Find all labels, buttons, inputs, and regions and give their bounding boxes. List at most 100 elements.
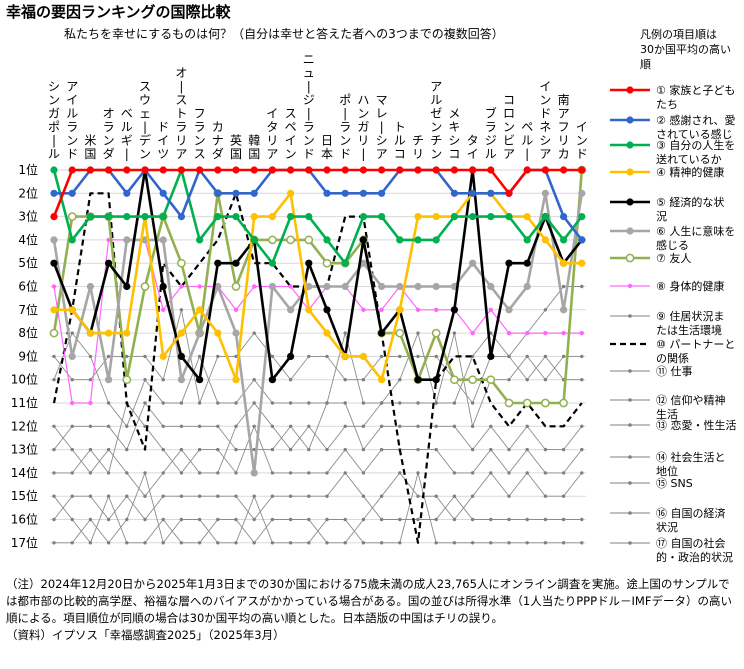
x-tick-label: ラ: [175, 120, 187, 134]
data-point: [561, 354, 566, 359]
y-tick-label: 8位: [18, 325, 38, 340]
data-point: [469, 166, 477, 174]
legend-label: ① 家族と子どもたち: [656, 83, 735, 111]
data-point: [270, 471, 275, 475]
data-point: [52, 541, 56, 545]
data-point: [434, 354, 438, 359]
data-point: [561, 517, 566, 522]
data-point: [525, 471, 529, 475]
data-point: [378, 376, 386, 384]
x-tick-label: タ: [266, 120, 278, 134]
x-tick-label: イ: [539, 80, 551, 94]
series-line: [54, 192, 582, 382]
data-point: [543, 517, 548, 522]
data-point: [452, 401, 457, 405]
data-point: [68, 306, 76, 314]
data-point: [523, 282, 531, 291]
data-point: [561, 541, 566, 545]
x-tick-label: ニ: [303, 53, 315, 67]
data-point: [88, 354, 93, 359]
data-point: [361, 447, 366, 452]
data-point: [197, 541, 202, 545]
x-tick-label: カ: [212, 120, 224, 134]
data-point: [470, 541, 475, 545]
data-point: [578, 259, 586, 267]
data-point: [470, 494, 475, 498]
x-tick-label: カ: [558, 147, 570, 161]
y-tick-label: 16位: [11, 512, 38, 527]
x-tick-label: |: [525, 147, 529, 161]
data-point: [214, 166, 222, 174]
data-point: [88, 471, 93, 475]
data-point: [487, 189, 495, 197]
data-point: [232, 166, 240, 174]
data-point: [507, 447, 511, 452]
legend-label: ⑤ 経済的な状況: [656, 195, 724, 223]
data-point: [70, 494, 74, 498]
data-point: [50, 166, 58, 174]
data-point: [560, 213, 568, 221]
data-point: [234, 541, 238, 545]
data-point: [268, 166, 276, 174]
data-point: [143, 541, 147, 545]
data-point: [123, 213, 131, 221]
y-tick-label: 11位: [11, 395, 38, 410]
data-point: [414, 376, 422, 384]
x-tick-label: チ: [412, 134, 424, 148]
x-tick-label: ガ: [357, 120, 369, 134]
x-tick-label: ラ: [103, 120, 115, 134]
data-point: [70, 517, 74, 522]
data-point: [543, 447, 548, 452]
legend-marker: [625, 253, 635, 263]
data-point: [179, 424, 184, 428]
data-point: [50, 236, 58, 244]
data-point: [361, 517, 366, 522]
data-point: [197, 401, 202, 405]
data-point: [432, 282, 440, 291]
data-point: [488, 307, 493, 312]
data-point: [234, 354, 238, 359]
data-point: [268, 282, 276, 291]
legend-marker: [626, 116, 634, 124]
data-point: [541, 236, 550, 244]
legend-marker: [626, 86, 634, 94]
data-point: [470, 517, 475, 522]
data-point: [432, 213, 440, 221]
series-line: [52, 168, 583, 382]
data-point: [541, 166, 550, 174]
data-point: [216, 494, 220, 498]
data-point: [396, 306, 404, 314]
data-point: [52, 471, 56, 475]
data-point: [580, 284, 584, 289]
data-point: [50, 213, 58, 221]
data-point: [395, 328, 405, 338]
x-tick-label: イ: [157, 134, 169, 148]
data-point: [379, 354, 384, 359]
data-point: [233, 307, 239, 312]
data-point: [343, 471, 347, 475]
x-tick-label: ン: [285, 147, 297, 161]
data-point: [161, 424, 165, 428]
data-point: [323, 282, 331, 291]
data-point: [70, 424, 74, 428]
x-tick-label: ド: [539, 107, 551, 121]
series-line: [53, 309, 582, 405]
data-point: [489, 517, 493, 522]
data-point: [580, 447, 584, 452]
x-tick-label: ダ: [103, 146, 115, 161]
x-tick-label: ア: [175, 147, 187, 161]
data-point: [489, 447, 493, 452]
data-point: [379, 307, 384, 312]
data-point: [486, 375, 496, 385]
data-point: [325, 494, 329, 498]
data-point: [343, 447, 347, 452]
x-tick-label: コ: [394, 147, 406, 161]
data-point: [559, 398, 568, 408]
data-point: [398, 541, 402, 545]
x-tick-label: ル: [394, 134, 406, 148]
data-point: [143, 424, 147, 428]
data-point: [161, 401, 165, 405]
data-point: [432, 236, 440, 244]
x-tick-label: ア: [558, 107, 570, 121]
data-point: [159, 352, 167, 360]
